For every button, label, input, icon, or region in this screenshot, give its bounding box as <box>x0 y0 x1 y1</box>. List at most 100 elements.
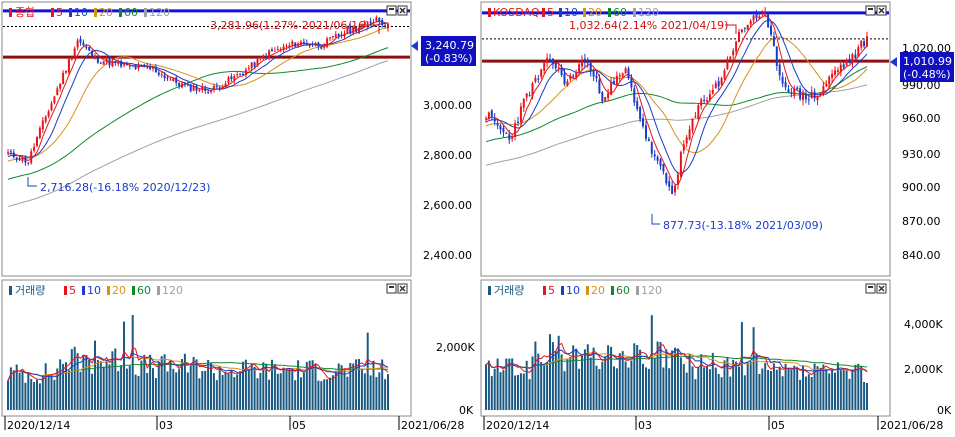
volume-bar <box>531 356 534 410</box>
volume-bar <box>621 351 624 410</box>
candle <box>44 116 47 122</box>
volume-bar <box>265 363 268 410</box>
kospi-legend-ma60: 60 <box>124 6 138 19</box>
candle <box>146 66 149 68</box>
volume-bar <box>53 379 56 410</box>
volume-bar <box>740 322 743 410</box>
candle <box>796 87 799 89</box>
volume-bar <box>244 359 247 410</box>
volume-bar <box>578 368 581 410</box>
candle <box>123 64 125 66</box>
kospi-volume-y-tick: 2,000K <box>436 341 475 354</box>
candle <box>21 157 24 161</box>
volume-bar <box>703 367 706 410</box>
candle <box>813 91 816 99</box>
ma10-line <box>485 20 868 174</box>
kospi-y-axis: 3,000.00 2,800.00 2,600.00 2,400.00 <box>423 99 472 262</box>
volume-bar <box>816 366 819 410</box>
kosdaq-close-button[interactable] <box>876 5 887 16</box>
volume-bar <box>175 372 178 410</box>
candle <box>618 75 621 77</box>
candle <box>186 84 189 86</box>
svg-text:10: 10 <box>566 284 580 297</box>
kospi-legend-ma10: 10 <box>74 6 88 19</box>
kosdaq-legend-ma120: 120 <box>638 6 659 19</box>
kosdaq-maximize-button[interactable] <box>865 5 876 16</box>
candle <box>656 156 659 161</box>
candle <box>120 61 123 67</box>
volume-bar <box>212 373 215 410</box>
kosdaq-volume-close-button[interactable] <box>876 283 887 294</box>
kospi-volume-maximize-button[interactable] <box>386 283 397 294</box>
candle <box>154 67 157 73</box>
volume-bar <box>671 350 674 410</box>
kosdaq-legend-name: KOSDAQ <box>493 6 540 19</box>
candle <box>137 64 140 69</box>
volume-bar <box>708 369 711 410</box>
volume-bar <box>749 361 752 410</box>
volume-bar <box>610 346 613 410</box>
volume-bar <box>793 365 796 410</box>
candle <box>578 64 581 73</box>
volume-bar <box>360 369 363 410</box>
candle <box>41 120 44 130</box>
candle <box>276 48 279 50</box>
candle <box>125 64 128 66</box>
volume-bar <box>755 353 758 410</box>
volume-bar <box>717 373 720 410</box>
volume-bar <box>772 363 775 410</box>
volume-bar <box>514 375 517 410</box>
candle <box>76 40 79 48</box>
candle <box>857 47 860 57</box>
candle <box>189 84 192 92</box>
candle <box>839 64 842 73</box>
volume-bar <box>273 364 276 410</box>
volume-bar <box>88 359 91 410</box>
volume-bar <box>775 369 778 410</box>
volume-bar <box>848 378 851 410</box>
volume-bar <box>375 377 378 410</box>
volume-bar <box>592 347 595 410</box>
candle <box>334 34 337 38</box>
candle <box>62 72 65 84</box>
kospi-maximize-button[interactable] <box>386 5 397 16</box>
candle <box>802 92 804 100</box>
volume-bar <box>47 375 50 410</box>
kospi-close-button[interactable] <box>397 5 408 16</box>
candle <box>517 121 519 123</box>
candle <box>91 50 94 57</box>
volume-bar <box>253 367 256 410</box>
volume-bar <box>82 354 85 410</box>
kospi-current-value: 3,240.79 <box>425 39 474 52</box>
kospi-volume-close-button[interactable] <box>397 283 408 294</box>
volume-bar <box>12 370 15 410</box>
volume-bar <box>828 373 831 410</box>
candle <box>694 116 697 118</box>
volume-bar <box>813 363 816 410</box>
candle <box>352 27 355 34</box>
kosdaq-volume-maximize-button[interactable] <box>865 283 876 294</box>
kosdaq-volume-legend: 거래량 5 10 20 60 120 <box>488 284 662 297</box>
candle <box>633 88 636 103</box>
candle <box>816 96 819 101</box>
candle <box>27 162 30 164</box>
candle <box>337 33 340 36</box>
candle <box>366 22 369 24</box>
candle <box>569 75 572 80</box>
candle <box>111 61 114 67</box>
candle <box>775 46 778 66</box>
candle <box>195 85 198 91</box>
volume-bar <box>764 362 767 410</box>
candle <box>819 93 822 96</box>
candle <box>560 67 563 75</box>
volume-bar <box>668 368 671 410</box>
candle <box>714 83 717 88</box>
candle <box>703 100 706 101</box>
volume-bar <box>720 377 723 410</box>
candle <box>360 25 363 28</box>
candle <box>729 56 732 60</box>
candle <box>178 82 181 86</box>
candle <box>15 157 18 160</box>
candle <box>828 76 831 85</box>
